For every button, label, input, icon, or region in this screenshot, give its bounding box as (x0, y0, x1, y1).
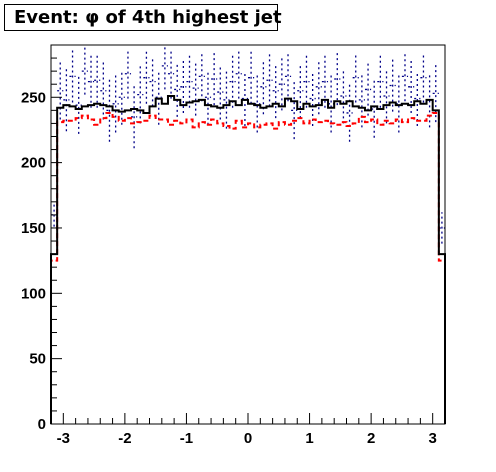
y-tick-label-50: 50 (29, 351, 46, 368)
x-tick-label-0: 0 (244, 430, 252, 447)
chart-title: Event: φ of 4th highest jet (4, 4, 282, 31)
y-tick-label-100: 100 (21, 285, 46, 302)
y-tick-label-150: 150 (21, 220, 46, 237)
x-tick-label-2: 2 (367, 430, 375, 447)
chart-title-text: Event: φ of 4th highest jet (14, 7, 282, 28)
series-1-step-line (50, 111, 446, 424)
y-tick-label-0: 0 (38, 416, 46, 433)
series-0-step-line (50, 94, 446, 424)
x-tick-label--2: -2 (118, 430, 131, 447)
y-tick-label-200: 200 (21, 155, 46, 172)
x-tick-label-3: 3 (429, 430, 437, 447)
x-tick-label-1: 1 (305, 430, 313, 447)
y-tick-label-250: 250 (21, 89, 46, 106)
axes-layer: 0 50 100 150 200 250 -3 -2 -1 0 1 2 3 (21, 44, 446, 447)
x-tick-label--1: -1 (180, 430, 193, 447)
series-layer (50, 45, 446, 424)
x-tick-label--3: -3 (57, 430, 70, 447)
